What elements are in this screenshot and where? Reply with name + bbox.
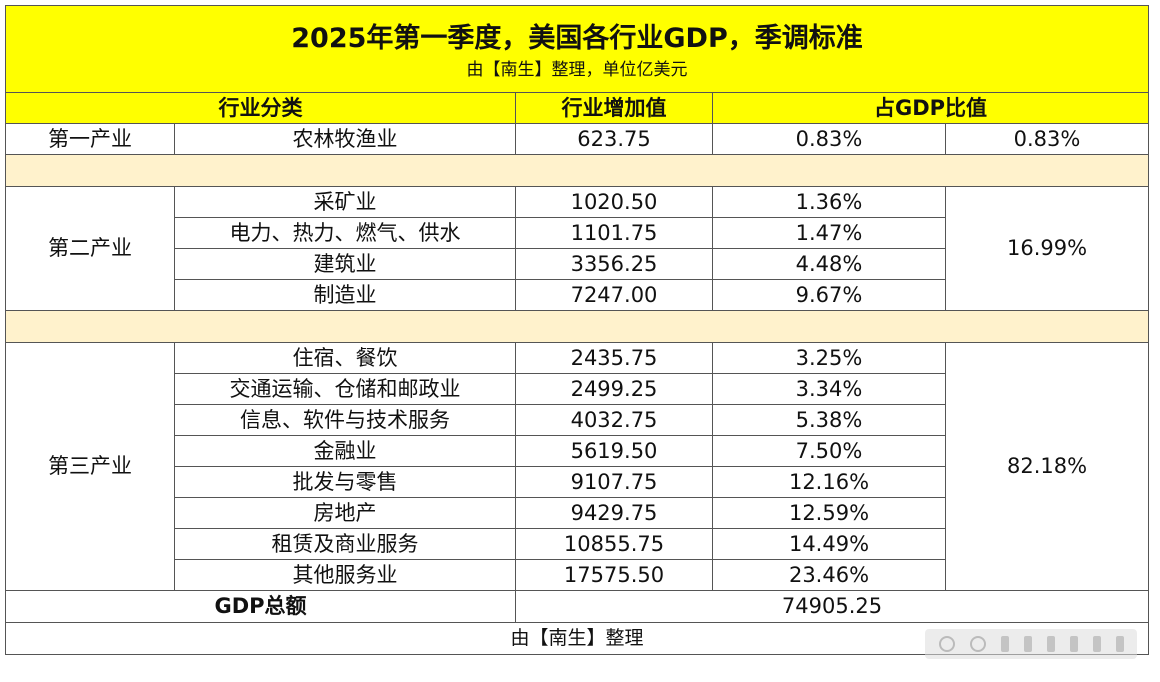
header-share: 占GDP比值: [711, 92, 1150, 124]
industry-cell: 房地产: [174, 497, 516, 529]
sector-total-share: 82.18%: [944, 342, 1150, 591]
industry-cell: 金融业: [174, 435, 516, 467]
sector-primary: 第一产业: [5, 123, 175, 155]
share-cell: 7.50%: [712, 435, 946, 467]
gdp-table: 2025年第一季度，美国各行业GDP，季调标准 由【南生】整理，单位亿美元 行业…: [4, 5, 1150, 655]
gdp-table-sheet: 2025年第一季度，美国各行业GDP，季调标准 由【南生】整理，单位亿美元 行业…: [4, 5, 1150, 670]
watermark-bar-icon: [1115, 636, 1124, 652]
sector-secondary: 第二产业: [5, 186, 175, 311]
share-cell: 4.48%: [712, 248, 946, 280]
table-subtitle: 由【南生】整理，单位亿美元: [466, 60, 688, 80]
total-label: GDP总额: [5, 590, 516, 623]
watermark-circle-icon: [969, 636, 986, 652]
industry-cell: 批发与零售: [174, 466, 516, 498]
share-cell: 1.47%: [712, 217, 946, 249]
industry-cell: 电力、热力、燃气、供水: [174, 217, 516, 249]
share-cell: 5.38%: [712, 404, 946, 436]
value-cell: 623.75: [515, 123, 713, 155]
share-cell: 12.59%: [712, 497, 946, 529]
industry-cell: 其他服务业: [174, 559, 516, 591]
watermark: [925, 629, 1137, 659]
header-row: 行业分类 行业增加值 占GDP比值: [5, 92, 1150, 124]
table-row: 制造业 7247.00 9.67%: [6, 279, 1149, 311]
sector-total-share: 16.99%: [944, 186, 1150, 311]
table-row: 第一产业 农林牧渔业 623.75 0.83% 0.83%: [5, 123, 1150, 155]
share-cell: 12.16%: [712, 466, 946, 498]
table-row: 批发与零售 9107.75 12.16%: [6, 466, 1149, 498]
industry-cell: 制造业: [174, 279, 516, 311]
separator-cell: [4, 154, 1150, 187]
value-cell: 7247.00: [515, 279, 713, 311]
value-cell: 3356.25: [515, 248, 713, 280]
table-row: 房地产 9429.75 12.59%: [6, 497, 1149, 529]
share-cell: 0.83%: [712, 123, 946, 155]
header-value: 行业增加值: [515, 92, 713, 124]
sector-total-share: 0.83%: [944, 123, 1150, 155]
table-title: 2025年第一季度，美国各行业GDP，季调标准: [291, 23, 863, 54]
sector-tertiary: 第三产业: [5, 342, 175, 591]
industry-cell: 交通运输、仓储和邮政业: [174, 373, 516, 405]
separator-row: [4, 310, 1150, 343]
industry-cell: 农林牧渔业: [174, 123, 516, 155]
table-row: 信息、软件与技术服务 4032.75 5.38%: [6, 404, 1149, 436]
value-cell: 17575.50: [515, 559, 713, 591]
watermark-bar-icon: [1046, 636, 1055, 652]
table-row: 金融业 5619.50 7.50%: [6, 435, 1149, 467]
value-cell: 5619.50: [515, 435, 713, 467]
separator-row: [4, 154, 1150, 187]
industry-cell: 采矿业: [174, 186, 516, 218]
table-row: 建筑业 3356.25 4.48%: [6, 248, 1149, 280]
share-cell: 3.25%: [712, 342, 946, 374]
table-row: 其他服务业 17575.50 23.46%: [6, 559, 1149, 591]
table-row: 租赁及商业服务 10855.75 14.49%: [6, 528, 1149, 560]
industry-cell: 建筑业: [174, 248, 516, 280]
title-cell: 2025年第一季度，美国各行业GDP，季调标准 由【南生】整理，单位亿美元: [4, 5, 1150, 93]
industry-cell: 租赁及商业服务: [174, 528, 516, 560]
value-cell: 1101.75: [515, 217, 713, 249]
watermark-circle-icon: [938, 636, 955, 652]
total-row: GDP总额 74905.25: [5, 590, 1150, 623]
table-row: 第二产业 采矿业 1020.50 1.36% 16.99%: [5, 186, 1150, 311]
value-cell: 4032.75: [515, 404, 713, 436]
value-cell: 10855.75: [515, 528, 713, 560]
table-row: 第三产业 住宿、餐饮 2435.75 3.25% 82.18%: [5, 342, 1150, 591]
value-cell: 2499.25: [515, 373, 713, 405]
watermark-bar-icon: [1023, 636, 1032, 652]
separator-cell: [4, 310, 1150, 343]
share-cell: 9.67%: [712, 279, 946, 311]
table-row: 电力、热力、燃气、供水 1101.75 1.47%: [6, 217, 1149, 249]
share-cell: 23.46%: [712, 559, 946, 591]
value-cell: 9107.75: [515, 466, 713, 498]
share-cell: 14.49%: [712, 528, 946, 560]
watermark-bar-icon: [1000, 636, 1009, 652]
industry-cell: 信息、软件与技术服务: [174, 404, 516, 436]
header-category: 行业分类: [5, 92, 516, 124]
value-cell: 1020.50: [515, 186, 713, 218]
table-row: 交通运输、仓储和邮政业 2499.25 3.34%: [6, 373, 1149, 405]
watermark-bar-icon: [1069, 636, 1078, 652]
share-cell: 3.34%: [712, 373, 946, 405]
value-cell: 2435.75: [515, 342, 713, 374]
industry-cell: 住宿、餐饮: [174, 342, 516, 374]
value-cell: 9429.75: [515, 497, 713, 529]
total-value: 74905.25: [514, 590, 1150, 623]
watermark-bar-icon: [1092, 636, 1101, 652]
share-cell: 1.36%: [712, 186, 946, 218]
